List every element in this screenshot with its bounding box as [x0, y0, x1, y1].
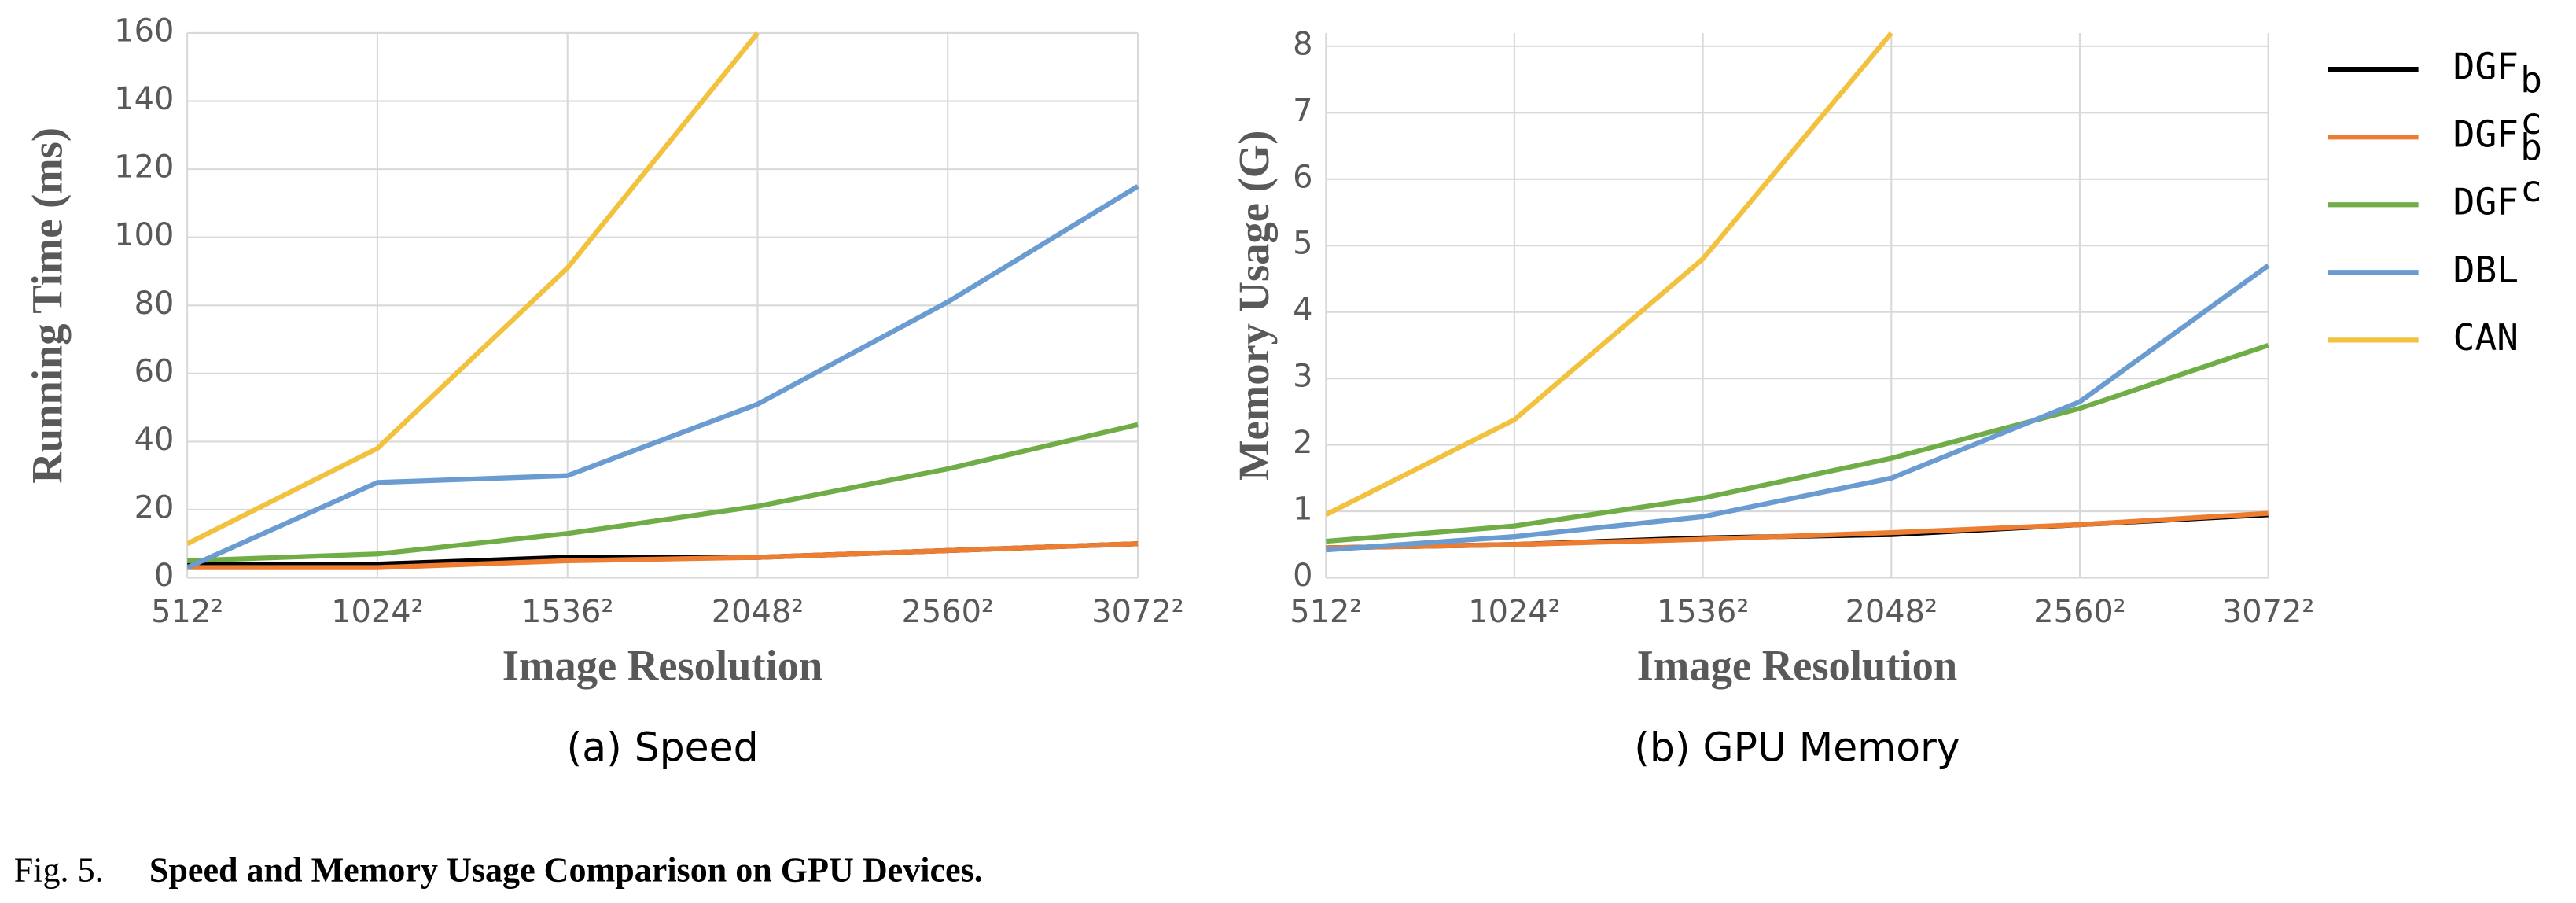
y-tick-label: 0 — [154, 558, 174, 594]
x-tick-label: 1536² — [521, 594, 613, 630]
x-tick-label: 2560² — [902, 594, 994, 630]
legend-sup: c — [2520, 100, 2542, 142]
legend-sub: b — [2520, 58, 2542, 101]
y-tick-label: 1 — [1293, 492, 1312, 528]
y-tick-label: 4 — [1293, 292, 1312, 328]
line-series — [1326, 264, 2270, 553]
y-tick-label: 40 — [134, 422, 175, 458]
y-tick-label: 120 — [114, 149, 174, 186]
y-tick-label: 2 — [1293, 425, 1312, 461]
y-tick-label: 60 — [134, 353, 175, 389]
x-tick-label: 2048² — [712, 594, 804, 630]
x-tick-label: 3072² — [1091, 594, 1183, 630]
x-tick-label: 2048² — [1846, 594, 1938, 630]
x-tick-label: 1536² — [1657, 594, 1749, 630]
subplot-title: (b) GPU Memory — [1634, 724, 1960, 771]
x-tick-label: 512² — [151, 594, 223, 630]
x-tick-label: 1024² — [1468, 594, 1560, 630]
legend-sub: b — [2520, 126, 2542, 168]
y-tick-label: 100 — [114, 217, 174, 253]
x-tick-label: 512² — [1290, 594, 1362, 630]
caption-label: Fig. 5. — [14, 851, 104, 890]
legend-label: DGF — [2453, 113, 2519, 156]
y-tick-label: 8 — [1293, 26, 1312, 62]
legend-sup: c — [2520, 168, 2542, 210]
chart: 0 1 2 3 4 5 6 7 8 512² 1024² 1536² 2048² 2560² 3072² Im… — [1230, 26, 2315, 770]
y-tick-label: 7 — [1293, 93, 1312, 129]
y-tick-label: 0 — [1293, 558, 1312, 594]
y-tick-label: 80 — [134, 286, 175, 322]
y-tick-label: 5 — [1293, 226, 1312, 262]
x-tick-label: 2560² — [2033, 594, 2125, 630]
line-series — [1326, 31, 1893, 518]
y-axis-title: Running Time (ms) — [24, 127, 72, 484]
x-tick-label: 1024² — [331, 594, 423, 630]
chart: 0 20 40 60 80 100 120 140 160 512² 1024² 1536² 2048²… — [24, 13, 1184, 770]
y-tick-label: 6 — [1293, 159, 1312, 195]
y-tick-label: 140 — [114, 81, 174, 117]
line-series — [187, 422, 1139, 564]
y-axis-title: Memory Usage (G) — [1230, 131, 1278, 481]
caption-text: Speed and Memory Usage Comparison on GPU… — [149, 851, 983, 890]
legend-label: DGF — [2453, 181, 2519, 223]
line-series — [187, 541, 1139, 570]
y-tick-label: 20 — [134, 489, 175, 525]
subplot-title: (a) Speed — [567, 724, 759, 771]
line-series — [187, 184, 1139, 570]
legend-label: DBL — [2453, 249, 2519, 291]
line-series — [1326, 510, 2269, 551]
line-series — [187, 31, 760, 547]
x-axis-title: Image Resolution — [1637, 642, 1958, 690]
legend-label: CAN — [2453, 316, 2519, 359]
line-series — [1326, 342, 2269, 544]
y-tick-label: 160 — [114, 13, 174, 49]
y-tick-label: 3 — [1293, 359, 1312, 395]
x-axis-title: Image Resolution — [502, 642, 823, 690]
legend-label: DGF — [2453, 46, 2519, 88]
x-tick-label: 3072² — [2222, 594, 2314, 630]
